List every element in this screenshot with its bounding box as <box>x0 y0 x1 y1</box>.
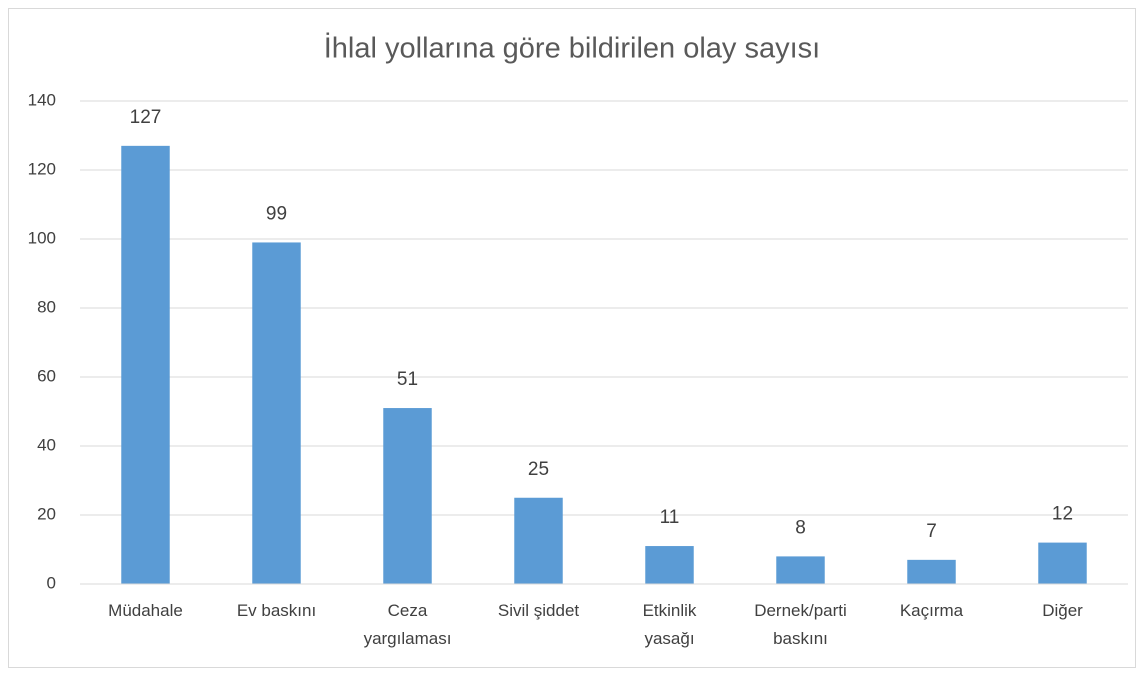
chart-border <box>8 8 1136 668</box>
bar <box>383 408 432 584</box>
data-label: 25 <box>528 459 549 480</box>
x-tick-label: Ceza yargılaması <box>364 601 452 648</box>
y-tick-label: 100 <box>28 228 56 247</box>
y-tick-label: 0 <box>47 573 56 592</box>
y-tick-label: 120 <box>28 159 56 178</box>
x-tick-label: Etkinlik yasağı <box>643 601 697 648</box>
y-tick-label: 80 <box>37 297 56 316</box>
bar <box>252 242 301 584</box>
x-tick-label: Diğer <box>1042 601 1083 620</box>
x-tick-label: Kaçırma <box>900 601 964 620</box>
y-tick-label: 20 <box>37 504 56 523</box>
bar <box>1038 542 1087 584</box>
x-tick-label: Müdahale <box>108 601 183 620</box>
y-tick-label: 140 <box>28 90 56 109</box>
data-label: 51 <box>397 369 418 390</box>
y-tick-label: 60 <box>37 366 56 385</box>
data-label: 8 <box>795 517 806 538</box>
bar <box>907 559 956 584</box>
y-tick-label: 40 <box>37 435 56 454</box>
data-label: 12 <box>1052 504 1073 525</box>
data-label: 7 <box>926 521 937 542</box>
chart-title: İhlal yollarına göre bildirilen olay say… <box>324 32 820 65</box>
bar <box>776 556 825 584</box>
data-label: 99 <box>266 203 287 224</box>
data-label: 127 <box>130 107 162 128</box>
data-label: 11 <box>660 507 680 528</box>
bar <box>121 145 170 584</box>
bar <box>645 546 694 584</box>
x-tick-label: Sivil şiddet <box>498 601 580 620</box>
x-tick-label: Ev baskını <box>237 601 316 620</box>
x-tick-label: Dernek/parti baskını <box>754 601 847 648</box>
bar <box>514 497 563 584</box>
